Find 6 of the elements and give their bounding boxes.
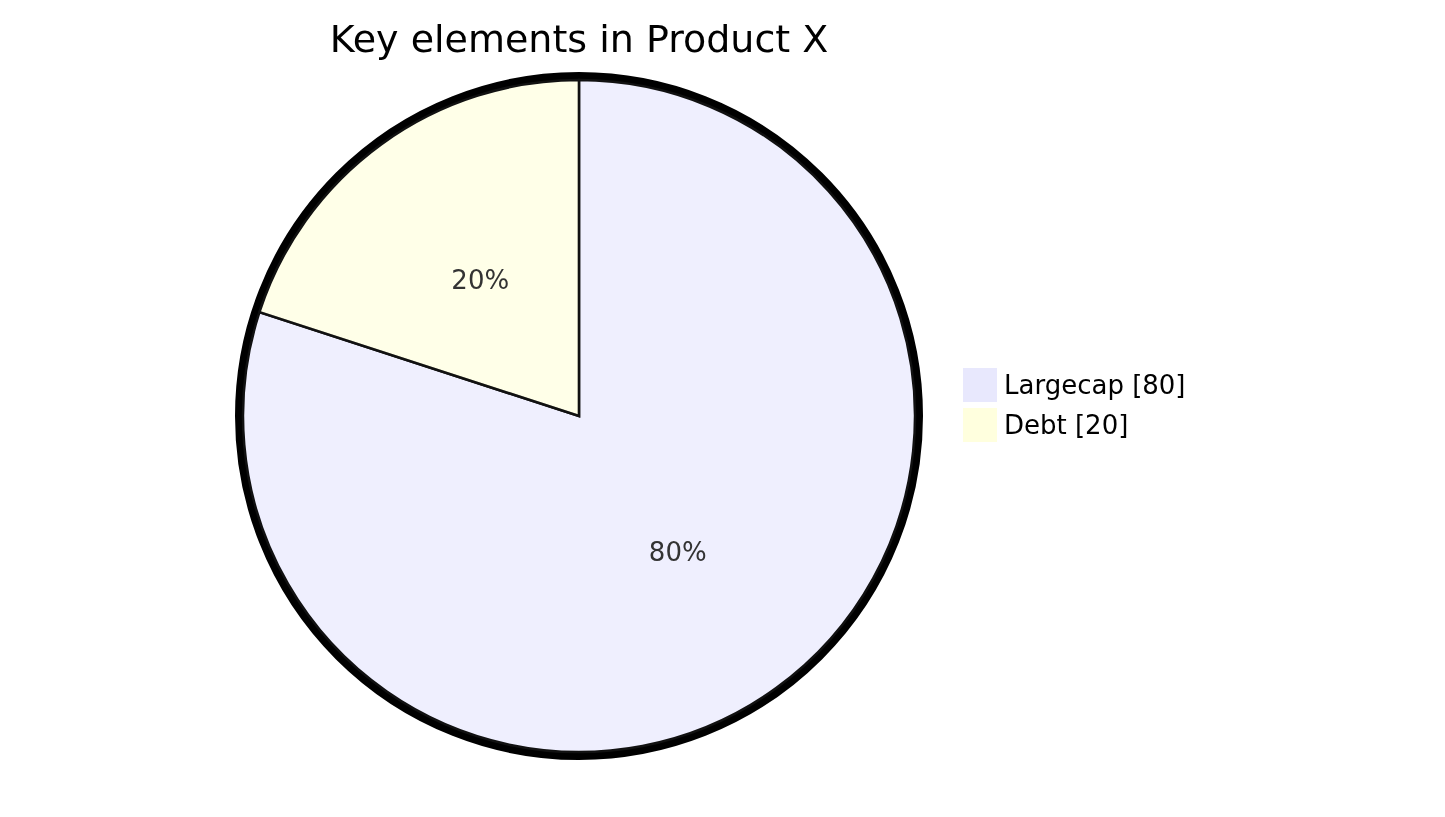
pie-slice [242, 78, 917, 753]
chart-title: Key elements in Product X [329, 17, 829, 61]
legend-label: Debt [20] [1004, 410, 1129, 440]
legend-label: Largecap [80] [1004, 370, 1186, 400]
data-label: 80% [648, 536, 707, 567]
data-label: 20% [451, 265, 510, 296]
